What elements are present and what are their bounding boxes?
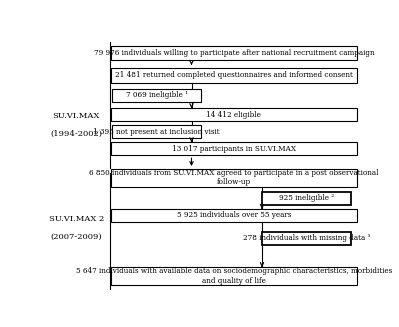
Text: 1 395 not present at inclusion visit: 1 395 not present at inclusion visit xyxy=(93,128,220,136)
Text: 79 976 individuals willing to participate after national recruitment campaign: 79 976 individuals willing to participat… xyxy=(93,49,374,57)
FancyBboxPatch shape xyxy=(111,68,357,82)
Text: 925 ineligible ²: 925 ineligible ² xyxy=(279,194,334,202)
FancyBboxPatch shape xyxy=(111,267,357,285)
FancyBboxPatch shape xyxy=(111,142,357,155)
FancyBboxPatch shape xyxy=(111,169,357,186)
Text: 6 850 individuals from SU.VI.MAX agreed to participate in a post observational
f: 6 850 individuals from SU.VI.MAX agreed … xyxy=(89,169,379,186)
Text: 5 925 individuals over 55 years: 5 925 individuals over 55 years xyxy=(177,212,291,219)
Text: 7 069 ineligible ¹: 7 069 ineligible ¹ xyxy=(126,91,188,99)
FancyBboxPatch shape xyxy=(111,209,357,222)
Text: 13 017 participants in SU.VI.MAX: 13 017 participants in SU.VI.MAX xyxy=(172,145,296,153)
Text: SU.VI.MAX 2

(2007-2009): SU.VI.MAX 2 (2007-2009) xyxy=(49,215,104,241)
Text: SU.VI.MAX

(1994-2002): SU.VI.MAX (1994-2002) xyxy=(50,112,102,138)
FancyBboxPatch shape xyxy=(111,108,357,121)
FancyBboxPatch shape xyxy=(111,46,357,60)
FancyBboxPatch shape xyxy=(113,125,201,138)
FancyBboxPatch shape xyxy=(263,232,351,245)
Text: 278 individuals with missing data ³: 278 individuals with missing data ³ xyxy=(243,234,370,242)
Text: 5 647 individuals with available data on sociodemographic characteristics, morbi: 5 647 individuals with available data on… xyxy=(76,267,392,284)
FancyBboxPatch shape xyxy=(263,192,351,205)
Text: 14 412 eligible: 14 412 eligible xyxy=(206,111,261,119)
Text: 21 481 returned completed questionnaires and informed consent: 21 481 returned completed questionnaires… xyxy=(115,71,353,79)
FancyBboxPatch shape xyxy=(113,89,201,102)
